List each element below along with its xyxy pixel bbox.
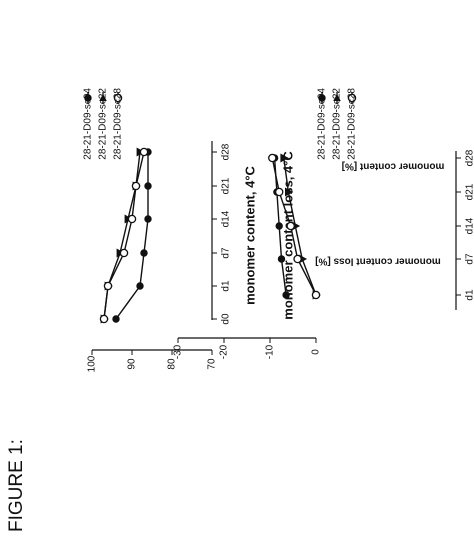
data-point-2-1-2 <box>277 255 286 263</box>
data-point-2-2-4 <box>284 187 294 197</box>
category-label-2-4: d21 <box>465 183 474 200</box>
legend-marker-1-2 <box>99 94 107 101</box>
data-point-1-3-4 <box>127 214 137 224</box>
category-label-1-4: d14 <box>221 210 232 227</box>
category-label-1-5: d21 <box>221 177 232 194</box>
data-point-2-3-5 <box>268 153 277 163</box>
data-point-2-3-3 <box>286 221 295 231</box>
category-label-2-1: d1 <box>465 289 474 301</box>
category-label-2-3: d14 <box>465 217 474 234</box>
legend-marker-2-2 <box>333 94 341 101</box>
category-label-2-5: d28 <box>465 149 474 166</box>
data-point-1-3-3 <box>119 248 129 258</box>
legend-marker-2-1 <box>318 94 326 102</box>
category-label-1-2: d1 <box>221 280 232 292</box>
data-point-2-3-1 <box>311 290 321 300</box>
legend-label-2-2: 28-21-D09-sc22 <box>332 88 343 160</box>
data-point-1-3-1 <box>99 314 109 324</box>
series-line-1-1 <box>115 152 149 320</box>
data-point-1-1-2 <box>136 282 144 290</box>
data-point-1-1-1 <box>112 315 120 323</box>
data-point-1-1-4 <box>144 215 152 223</box>
category-label-1-1: d0 <box>221 313 232 325</box>
legend-label-1-2: 28-21-D09-sc22 <box>98 88 109 160</box>
data-point-1-3-2 <box>103 281 113 291</box>
data-point-2-1-1 <box>282 291 290 299</box>
chart-title-1: monomer content, 4°C <box>242 165 257 304</box>
data-point-1-1-5 <box>144 182 152 190</box>
legend-marker-2-3 <box>347 93 357 103</box>
data-point-2-3-2 <box>293 254 302 264</box>
legend-label-2-1: 28-21-D09-sc04 <box>317 88 328 160</box>
value-tick-label-1-1: 100 <box>87 355 98 372</box>
legend-marker-1-3 <box>113 93 123 103</box>
category-label-1-3: d7 <box>221 247 232 259</box>
legend-label-1-3: 28-21-D09-sc28 <box>113 88 124 160</box>
legend-marker-1-1 <box>84 94 92 102</box>
value-tick-label-2-2: -10 <box>265 344 276 359</box>
legend-label-2-3: 28-21-D09-sc28 <box>347 88 358 160</box>
value-tick-label-1-3: 80 <box>167 358 178 370</box>
category-label-1-6: d28 <box>221 143 232 160</box>
series-line-1-3 <box>103 151 145 320</box>
category-label-2-2: d7 <box>465 253 474 265</box>
data-point-1-1-3 <box>140 249 148 257</box>
value-tick-label-2-3: -20 <box>219 344 230 359</box>
data-point-2-2-5 <box>280 153 289 163</box>
data-point-2-3-4 <box>274 187 284 197</box>
data-point-1-3-6 <box>139 147 149 157</box>
y-axis-label-1: monomer content [%] <box>342 160 445 171</box>
legend-label-1-1: 28-21-D09-sc04 <box>83 88 94 160</box>
value-tick-label-1-4: 70 <box>207 358 218 370</box>
value-tick-label-2-1: 0 <box>311 349 322 355</box>
data-point-1-3-5 <box>131 181 141 191</box>
data-point-2-1-3 <box>275 222 283 230</box>
value-tick-label-2-4: -30 <box>173 344 184 359</box>
y-axis-label-2: monomer content loss [%] <box>315 255 441 266</box>
figure-label: FIGURE 1: <box>6 439 27 532</box>
value-tick-label-1-2: 90 <box>127 358 138 370</box>
